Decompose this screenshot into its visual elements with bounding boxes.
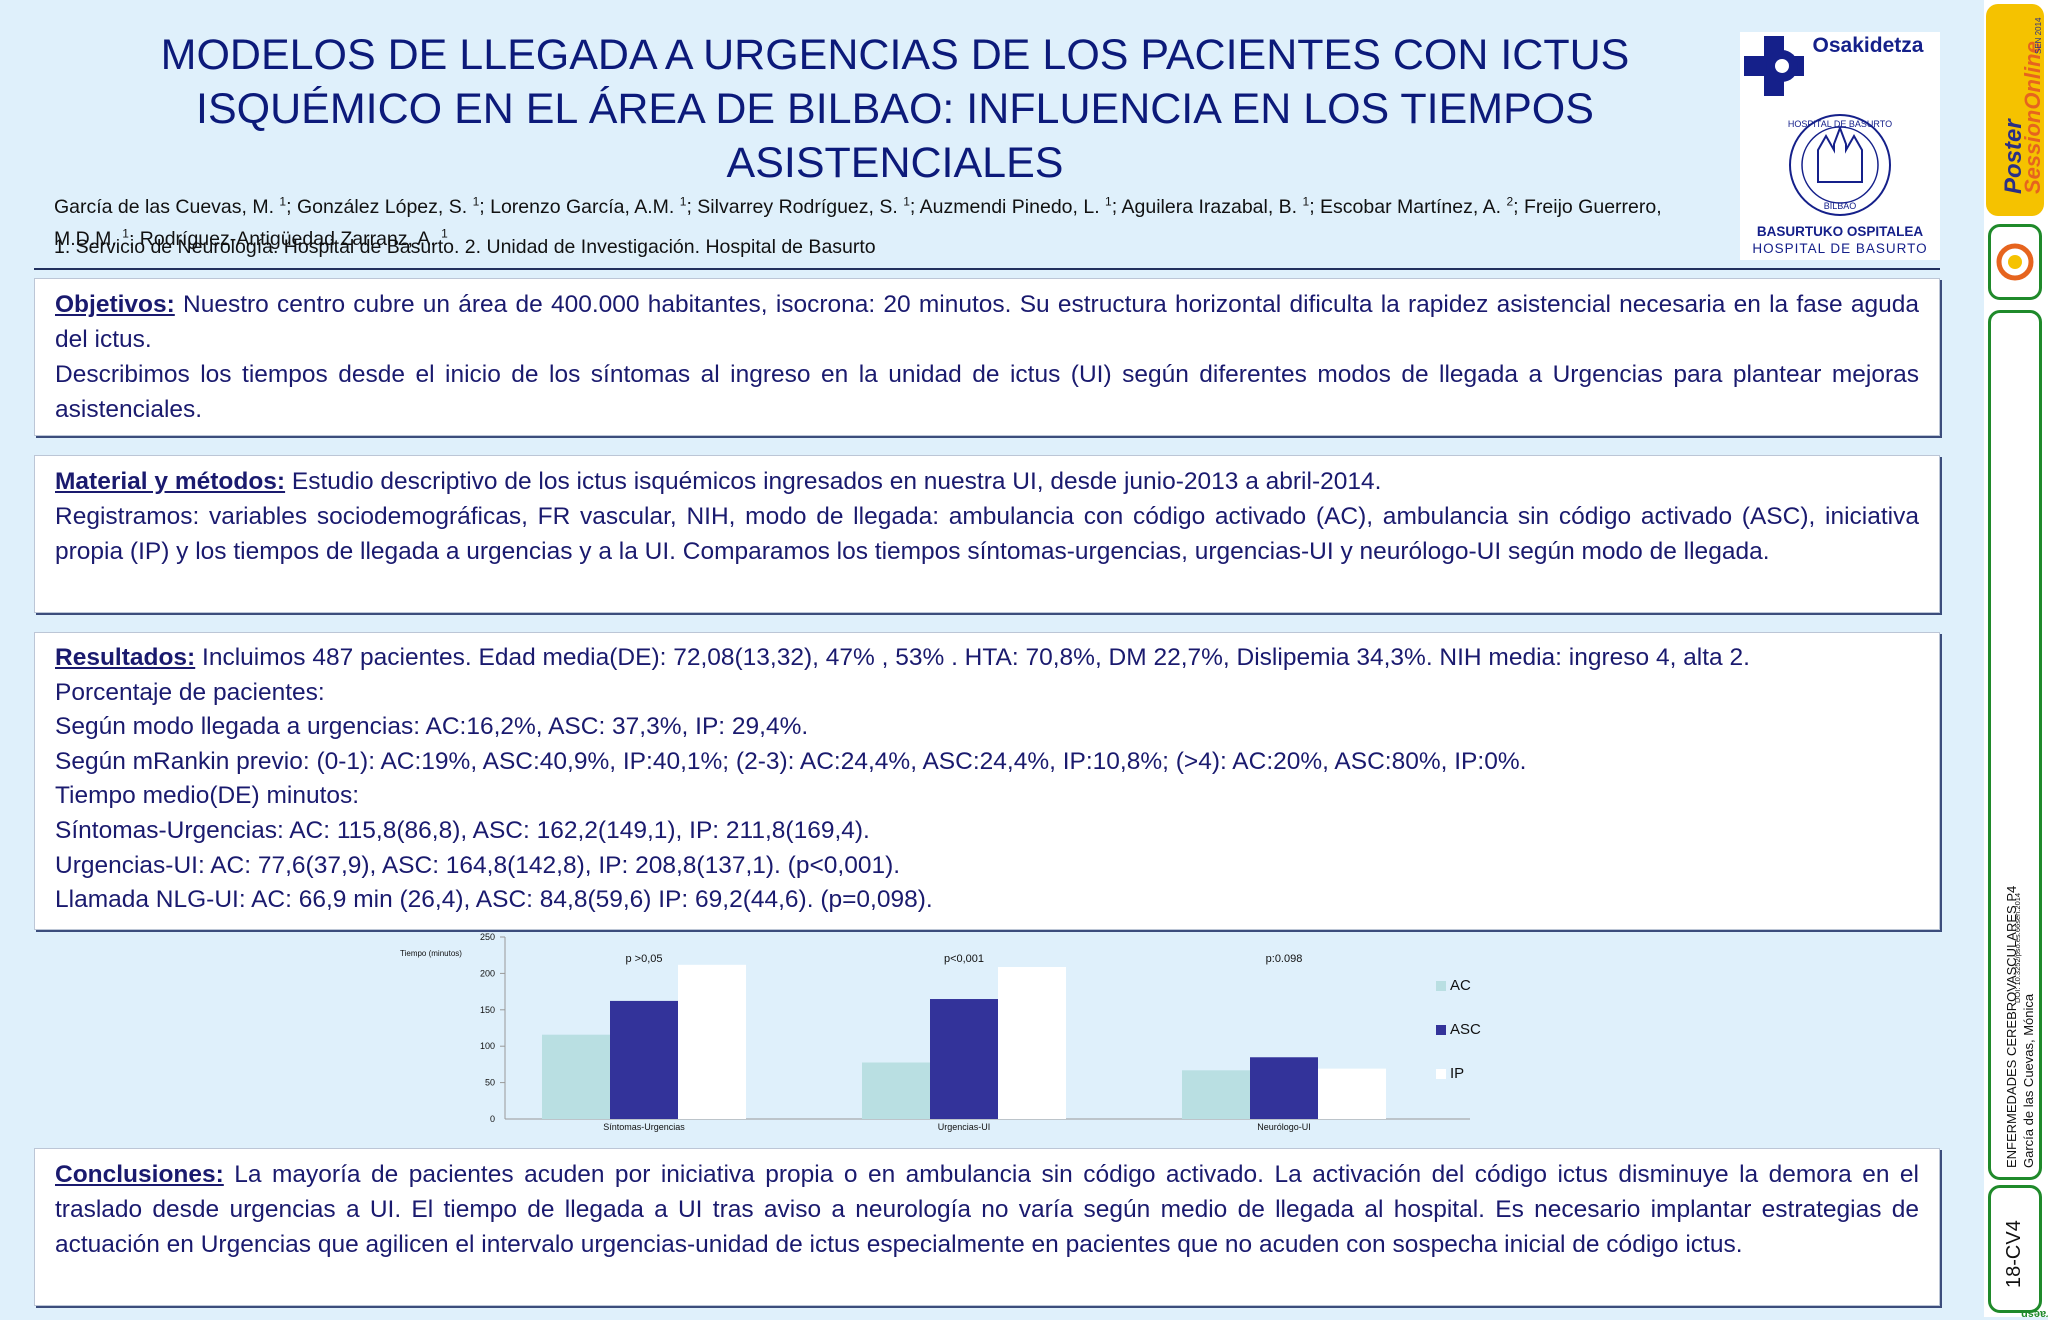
author-list: García de las Cuevas, M. 1; González Lóp… [54, 194, 1662, 251]
objetivos-section: Objetivos: Nuestro centro cubre un área … [34, 278, 1940, 436]
legend-swatch-ip [1436, 1069, 1446, 1079]
author-affiliation-number: 1 [441, 226, 448, 241]
legend-swatch-asc [1436, 1025, 1446, 1035]
seal-text-top: HOSPITAL DE BASURTO [1788, 119, 1892, 129]
author-affiliation-number: 1 [472, 194, 480, 208]
presenter-name: García de las Cuevas, Mónica [2021, 993, 2036, 1168]
resultados-section: Resultados: Incluimos 487 pacientes. Eda… [34, 632, 1940, 930]
bar-asc [930, 999, 998, 1119]
legend-swatch-ac [1436, 981, 1446, 991]
resultados-line: Síntomas-Urgencias: AC: 115,8(86,8), ASC… [55, 816, 870, 844]
conclusiones-text: La mayoría de pacientes acuden por inici… [55, 1161, 1919, 1258]
metodos-section: Material y métodos: Estudio descriptivo … [34, 455, 1940, 613]
poster-session-badge: Poster SessionOnline SEN 2014 [1986, 4, 2045, 216]
author-name: González López, S. 1 [296, 194, 480, 218]
bar-asc [1250, 1057, 1318, 1119]
resultados-line: Porcentaje de pacientes: [55, 678, 325, 706]
poster-session-sidebar: Poster SessionOnline SEN 2014 DOI: 10.32… [1984, 0, 2048, 1320]
author-name: Silvarrey Rodríguez, S. 1 [697, 194, 910, 218]
resultados-heading: Resultados: [55, 644, 196, 671]
resultados-line: Tiempo medio(DE) minutos: [55, 782, 360, 810]
x-tick-label: Urgencias-UI [938, 1122, 991, 1132]
poster-title: MODELOS DE LLEGADA A URGENCIAS DE LOS PA… [100, 28, 1690, 190]
society-logo-icon [1996, 243, 2034, 281]
legend-label: ASC [1450, 1021, 1481, 1038]
objetivos-text-2: Describimos los tiempos desde el inicio … [55, 361, 1919, 423]
legend-label: IP [1450, 1065, 1464, 1082]
author-name: Auzmendi Pinedo, L. 1 [919, 194, 1112, 218]
affiliations: 1. Servicio de Neurología. Hospital de B… [54, 236, 876, 258]
brand-session: SessionOnline [2020, 41, 2045, 194]
resultados-line: Urgencias-UI: AC: 77,6(37,9), ASC: 164,8… [55, 851, 901, 879]
author-name: Lorenzo García, A.M. 1 [490, 194, 687, 218]
society-logo-card [1988, 224, 2042, 300]
author-name: García de las Cuevas, M. 1 [54, 194, 287, 218]
conclusiones-section: Conclusiones: La mayoría de pacientes ac… [34, 1148, 1940, 1306]
x-tick-label: Síntomas-Urgencias [603, 1122, 685, 1132]
p-value-annotation: p >0,05 [625, 953, 662, 965]
bar-ac [542, 1034, 610, 1119]
author-name: Escobar Martínez, A. 2 [1320, 194, 1514, 218]
session-info-card: DOI: 10.3252/pso.es.66sen.2014 ENFERMEDA… [1988, 310, 2042, 1180]
osakidetza-logo-icon: Osakidetza HOSPITAL DE BASURTO BILBAO BA… [1744, 34, 1927, 256]
y-tick-label: 0 [490, 1114, 495, 1124]
y-tick-label: 100 [480, 1041, 495, 1051]
logo-line1: BASURTUKO OSPITALEA [1757, 224, 1924, 239]
author-affiliation-number: 1 [122, 226, 129, 241]
conclusiones-heading: Conclusiones: [55, 1161, 224, 1188]
author-name: Aguilera Irazabal, B. 1 [1121, 194, 1310, 218]
author-affiliation-number: 1 [279, 194, 287, 208]
logo-line2: HOSPITAL DE BASURTO [1752, 241, 1927, 256]
objetivos-text-1: Nuestro centro cubre un área de 400.000 … [55, 291, 1919, 353]
y-tick-label: 50 [485, 1078, 495, 1088]
bar-asc [610, 1000, 678, 1119]
metodos-text-2: Registramos: variables sociodemográficas… [55, 503, 1919, 565]
y-tick-label: 150 [480, 1005, 495, 1015]
title-line: MODELOS DE LLEGADA A URGENCIAS DE LOS PA… [160, 31, 1630, 79]
bar-ac [1182, 1070, 1250, 1119]
session-name: ENFERMEDADES CEREBROVASCULARES P4 [2004, 885, 2019, 1168]
y-tick-label: 250 [480, 932, 495, 942]
title-line: ASISTENCIALES [726, 139, 1064, 187]
bar-ip [998, 966, 1066, 1119]
author-affiliation-number: 1 [1302, 194, 1310, 208]
bar-ip [1318, 1068, 1386, 1119]
resultados-line: Según modo llegada a urgencias: AC:16,2%… [55, 713, 809, 741]
header-divider [34, 268, 1940, 270]
p-value-annotation: p<0,001 [944, 953, 984, 965]
author-name: Rodríguez-Antigüedad Zarranz, A. 1 [139, 226, 448, 251]
y-tick-label: 200 [480, 968, 495, 978]
resultados-line: Según mRankin previo: (0-1): AC:19%, ASC… [55, 747, 1527, 775]
author-name: Freijo Guerrero, M.D.M. 1 [54, 195, 1662, 251]
p-value-annotation: p:0.098 [1266, 953, 1303, 965]
hospital-logo: Osakidetza HOSPITAL DE BASURTO BILBAO BA… [1740, 32, 1940, 260]
author-affiliation-number: 1 [903, 194, 910, 208]
title-line: ISQUÉMICO EN EL ÁREA DE BILBAO: INFLUENC… [196, 85, 1594, 133]
metodos-text-1: Estudio descriptivo de los ictus isquémi… [291, 468, 1382, 495]
legend-label: AC [1450, 977, 1471, 994]
bar-ip [678, 964, 746, 1119]
resultados-line: Llamada NLG-UI: AC: 66,9 min (26,4), ASC… [55, 886, 933, 914]
resultados-line: Incluimos 487 pacientes. Edad media(DE):… [202, 644, 1750, 671]
author-affiliation-number: 2 [1506, 194, 1514, 208]
logo-brand: Osakidetza [1813, 34, 1924, 57]
author-affiliation-number: 1 [679, 194, 687, 208]
y-axis-label: Tiempo (minutos) [400, 949, 462, 958]
x-tick-label: Neurólogo-UI [1257, 1122, 1311, 1132]
poster-code-card: 18-CV4 egraesn [1988, 1185, 2048, 1320]
author-affiliation-number: 1 [1105, 194, 1112, 208]
metodos-heading: Material y métodos: [55, 468, 286, 495]
time-bar-chart: Tiempo (minutos) 0 50 100 150 200 250 Síntomas-… [400, 932, 1481, 1132]
brand-year: SEN 2014 [2034, 17, 2043, 54]
seal-text-bottom: BILBAO [1824, 201, 1857, 211]
sidebar-footer: egraesn [2021, 1308, 2048, 1320]
objetivos-heading: Objetivos: [55, 291, 175, 318]
poster-code: 18-CV4 [2003, 1220, 2025, 1288]
bar-ac [862, 1062, 930, 1119]
